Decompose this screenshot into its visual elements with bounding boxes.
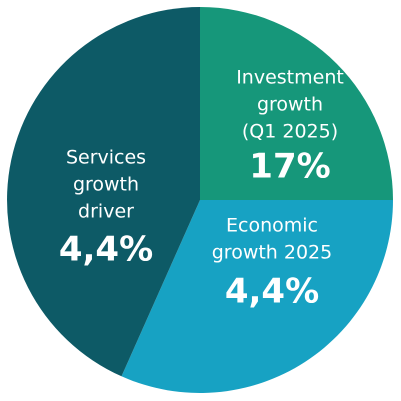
segment-label: driver [78,201,134,223]
wedge-services [7,7,200,377]
segment-label: Investment [236,67,344,89]
wedge-economic [121,200,393,393]
segment-label: growth 2025 [212,242,333,264]
wedge-investment [200,7,393,200]
segment-label: Economic [226,215,318,237]
segment-label: (Q1 2025) [242,121,338,143]
segment-label: Services [66,147,146,169]
segment-value: 4,4% [59,230,153,270]
segment-value: 4,4% [225,272,319,312]
segment-label: growth [73,174,139,196]
segment-label: growth [257,94,323,116]
segment-value: 17% [249,147,330,187]
